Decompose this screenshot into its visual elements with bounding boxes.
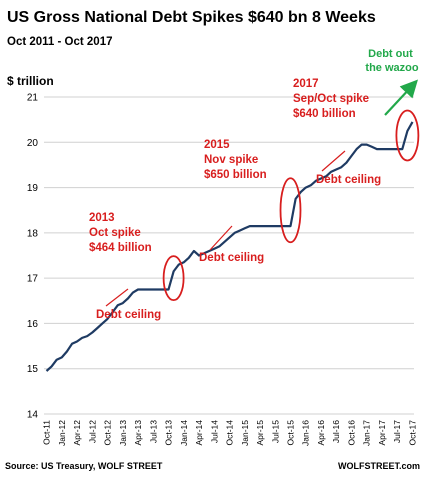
debt-ceiling-2015-label: Debt ceiling [199,252,264,264]
x-tick-labels: Oct-11 Jan-12 Apr-12 Jul-12 Oct-12 Jan-13 Apr-… [42,420,418,446]
annotation-2013-line3: $464 billion [89,242,152,254]
x-tick-label: Jul-16 [331,420,341,443]
x-tick-label: Jul-14 [209,420,219,443]
spike-2017-ellipse [395,109,420,162]
annotation-2017: 2017 Sep/Oct spike $640 billion [293,78,372,120]
x-tick-label: Apr-13 [133,420,143,446]
y-tick-label: 17 [27,274,39,285]
x-tick-label: Apr-17 [377,420,387,446]
x-tick-label: Apr-16 [316,420,326,446]
x-tick-label: Apr-14 [194,420,204,446]
debt-ceiling-2017-label: Debt ceiling [316,174,381,186]
x-tick-label: Oct-16 [346,420,356,446]
x-tick-label: Jul-13 [148,420,158,443]
x-tick-label: Apr-15 [255,420,265,446]
y-tick-label: 19 [27,183,39,194]
annotation-2015-line2: Nov spike [204,154,258,166]
annotation-wazoo-line1: Debt out [368,48,413,60]
debt-ceiling-2017-connector [321,150,346,172]
x-tick-label: Jan-12 [57,420,67,446]
annotation-2017-line1: 2017 [293,78,319,90]
annotation-wazoo-line2: the wazoo [365,62,418,74]
x-tick-label: Oct-12 [103,420,113,446]
annotation-wazoo: Debt out the wazoo [365,48,418,74]
x-tick-label: Jan-14 [179,420,189,446]
x-tick-label: Jul-15 [270,420,280,443]
x-tick-label: Jul-12 [87,420,97,443]
chart-title: US Gross National Debt Spikes $640 bn 8 … [7,9,376,26]
debt-ceiling-2015-connector [209,225,233,251]
annotation-2013: 2013 Oct spike $464 billion [89,212,152,254]
x-tick-label: Oct-17 [407,420,417,446]
x-tick-label: Oct-11 [42,420,52,445]
x-tick-label: Jan-16 [301,420,311,446]
y-tick-label: 18 [27,228,39,239]
y-tick-label: 20 [27,138,39,149]
y-tick-label: 14 [27,410,39,421]
y-tick-label: 15 [27,364,39,375]
annotation-2015-line3: $650 billion [204,169,267,181]
brand-label: WOLFSTREET.com [338,461,420,471]
annotation-2017-line2: Sep/Oct spike [293,93,369,105]
y-tick-labels: 14 15 16 17 18 19 20 21 [27,93,39,421]
y-tick-label: 16 [27,319,39,330]
spike-2013-ellipse [162,255,185,302]
debt-ceiling-2013-connector [105,288,129,307]
debt-ceiling-2013-label: Debt ceiling [96,309,161,321]
x-tick-label: Jan-15 [240,420,250,446]
annotation-2013-line2: Oct spike [89,227,141,239]
x-tick-label: Oct-15 [285,420,295,446]
annotation-2017-line3: $640 billion [293,108,356,120]
y-tick-label: 21 [27,93,39,104]
x-tick-label: Oct-13 [164,420,174,446]
x-tick-label: Apr-12 [72,420,82,446]
spike-2015-ellipse [279,177,302,244]
chart-subtitle: Oct 2011 - Oct 2017 [7,36,112,48]
y-axis-label: $ trillion [7,74,54,88]
gridlines [44,96,414,415]
x-tick-label: Jan-13 [118,420,128,446]
annotation-2015: 2015 Nov spike $650 billion [204,139,267,181]
annotation-2015-line1: 2015 [204,139,230,151]
debt-series-line [45,121,414,372]
x-tick-label: Jan-17 [362,420,372,446]
x-tick-label: Oct-14 [225,420,235,446]
source-note: Source: US Treasury, WOLF STREET [5,461,163,471]
wazoo-arrow [384,79,418,116]
annotation-2013-line1: 2013 [89,212,115,224]
x-tick-label: Jul-17 [392,420,402,443]
